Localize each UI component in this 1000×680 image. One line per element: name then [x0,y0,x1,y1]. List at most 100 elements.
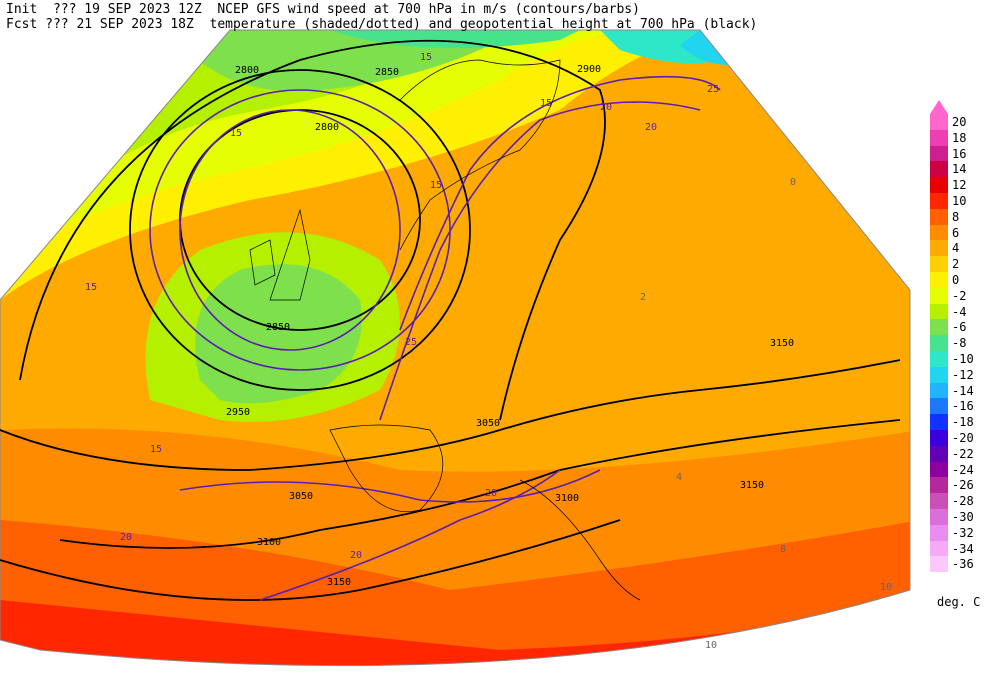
legend-swatch [930,445,948,462]
legend-label: -24 [952,462,974,477]
legend-entry: -2 [930,287,1000,304]
legend-swatch [930,335,948,352]
legend-label: -12 [952,367,974,382]
height-label: 3050 [289,491,313,502]
temperature-label: 8 [780,544,786,555]
legend-swatch [930,398,948,415]
wind-label: 15 [230,128,242,139]
legend-entry: -14 [930,382,1000,399]
legend-swatch [930,540,948,557]
legend-label: -16 [952,399,974,414]
legend-swatch [930,430,948,446]
legend-entry: -34 [930,540,1000,557]
legend-swatch [930,256,948,273]
legend-entry: -30 [930,509,1000,525]
legend-label: -36 [952,557,974,572]
height-label: 3100 [555,493,579,504]
wind-label: 15 [540,98,552,109]
temperature-legend: 20 18 16 14 12 10 8 6 4 2 0 -2 -4 -6 -8 -10 -12 -14 -16 -18… [930,114,1000,594]
legend-label: 8 [952,209,960,224]
height-label: 3100 [257,537,281,548]
height-label: 2800 [235,65,259,76]
legend-label: -4 [952,304,967,319]
legend-entry: 10 [930,193,1000,209]
temperature-label: 0 [790,177,796,188]
wind-label: 20 [485,488,497,499]
legend-entry: 0 [930,272,1000,288]
legend-label: -32 [952,525,974,540]
legend-swatch [930,145,948,162]
temperature-label: 2 [640,292,646,303]
legend-entry: -6 [930,319,1000,336]
legend-entry: -32 [930,524,1000,541]
legend-label: -2 [952,288,967,303]
legend-label: 20 [952,115,967,129]
wind-label: 15 [420,52,432,63]
legend-label: -34 [952,541,974,556]
legend-swatch [930,208,948,225]
legend-swatch [930,493,948,510]
legend-entry: -28 [930,493,1000,510]
legend-label: 18 [952,130,967,145]
temperature-shading [0,30,910,666]
legend-swatch [930,193,948,209]
legend-label: 0 [952,273,960,287]
height-label: 3150 [740,480,764,491]
legend-label: -10 [952,352,974,366]
legend-entry: -4 [930,303,1000,320]
wind-label: 20 [350,550,362,561]
legend-label: 12 [952,178,967,193]
legend-entry: -26 [930,477,1000,494]
legend-label: -22 [952,446,974,461]
height-label: 2850 [375,67,399,78]
legend-entry: -36 [930,556,1000,573]
wind-label: 25 [405,337,417,348]
coastlines [249,59,641,601]
wind-label: 20 [120,532,132,543]
legend-label: -14 [952,383,974,398]
legend-label: -18 [952,415,974,430]
legend-swatch [930,556,948,573]
legend-label: -26 [952,478,974,493]
header-init-line: Init ??? 19 SEP 2023 12Z NCEP GFS wind s… [6,2,640,17]
legend-swatch [930,414,948,431]
height-label: 3150 [770,338,794,349]
height-label: 2900 [577,64,601,75]
legend-swatch [930,319,948,336]
legend-label: -6 [952,320,967,335]
height-label: 3050 [476,418,500,429]
legend-label: 14 [952,162,967,177]
legend-entry: 14 [930,161,1000,178]
legend-label: 2 [952,257,960,272]
legend-swatch [930,287,948,304]
legend-swatch [930,272,948,288]
legend-entry: -16 [930,398,1000,415]
legend-entry: -8 [930,335,1000,352]
legend-label: -8 [952,336,967,351]
header-forecast-line: Fcst ??? 21 SEP 2023 18Z temperature (sh… [6,17,758,32]
legend-entry: -10 [930,351,1000,367]
legend-entry: 16 [930,145,1000,162]
legend-label: 4 [952,241,960,256]
weather-map: 2800 2850 2900 2800 2850 2950 3050 3100 … [0,29,911,667]
legend-swatch [930,114,948,130]
legend-entry: -22 [930,445,1000,462]
legend-label: 10 [952,194,967,208]
wind-label: 20 [645,122,657,133]
legend-entry: -18 [930,414,1000,431]
legend-swatch [930,366,948,383]
legend-swatch [930,351,948,367]
legend-swatch [930,524,948,541]
legend-entry: 20 [930,114,1000,130]
legend-swatch [930,509,948,525]
legend-label: 6 [952,225,960,240]
legend-swatch [930,224,948,241]
legend-swatch [930,129,948,146]
legend-entry: 4 [930,240,1000,257]
legend-units: deg. C [937,595,981,609]
legend-label: 16 [952,146,967,161]
legend-entry: 2 [930,256,1000,273]
temperature-label: 10 [880,582,892,593]
legend-top-arrow-icon [930,100,948,114]
wind-speed-contours [149,75,721,601]
